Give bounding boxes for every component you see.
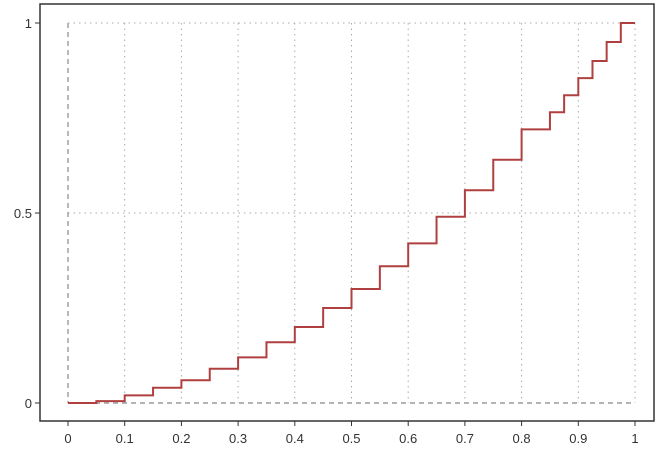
x-tick-label: 0.2 (172, 431, 190, 446)
series-layer (68, 22, 635, 404)
x-tick-label: 0 (64, 431, 71, 446)
x-tick-label: 0.6 (399, 431, 417, 446)
y-tick-label: 1 (25, 16, 32, 31)
x-tick-label: 0.5 (342, 431, 360, 446)
step-series-line (68, 22, 635, 404)
axis-layer (35, 3, 655, 426)
x-tick-label: 0.4 (286, 431, 304, 446)
x-tick-label: 0.3 (229, 431, 247, 446)
y-tick-label: 0.5 (14, 206, 32, 221)
label-layer: 0 0.1 0.2 0.3 0.4 0.5 0.6 0.7 0.8 0.9 1 0 0.5 1 (14, 16, 639, 446)
x-tick-label: 1 (631, 431, 638, 446)
x-tick-label: 0.7 (456, 431, 474, 446)
x-tick-label: 0.1 (116, 431, 134, 446)
plot-frame (39, 3, 655, 422)
grid-layer (67, 22, 636, 404)
y-tick-label: 0 (25, 396, 32, 411)
x-tick-label: 0.8 (513, 431, 531, 446)
x-tick-label: 0.9 (569, 431, 587, 446)
